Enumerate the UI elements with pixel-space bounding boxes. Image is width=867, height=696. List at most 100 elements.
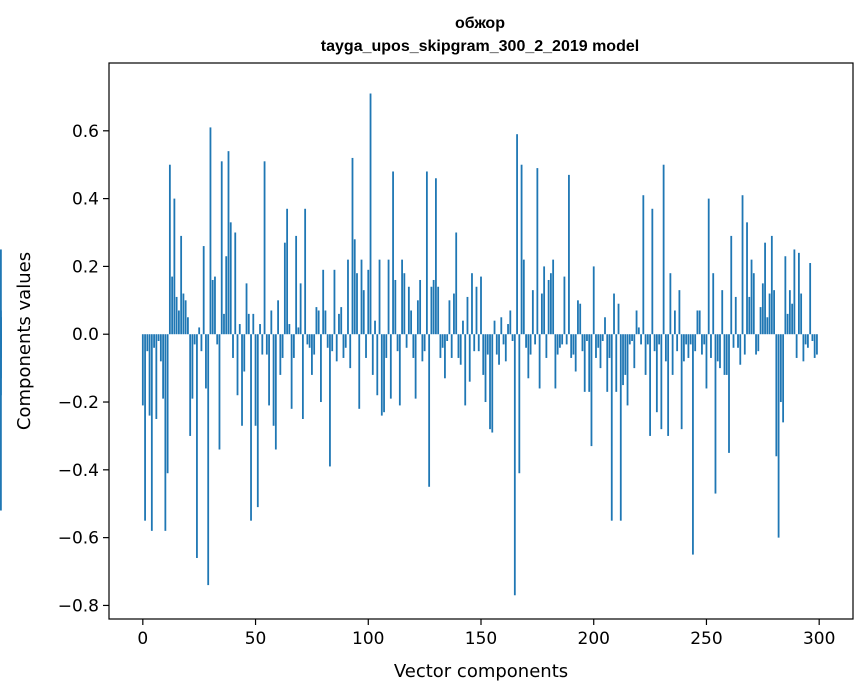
bar-62 (281, 334, 284, 358)
bar-210 (615, 334, 618, 392)
bar-233 (667, 334, 670, 436)
bar-207 (608, 334, 611, 358)
bar-106 (380, 334, 383, 416)
bar-221 (640, 334, 642, 345)
bar-118 (407, 286, 410, 335)
bar-9 (162, 334, 165, 399)
bar-68 (295, 235, 298, 335)
bar-246 (696, 310, 699, 335)
bar-195 (581, 334, 584, 352)
bar-278 (768, 293, 771, 335)
x-tick-label-300: 300 (803, 629, 835, 649)
bar-164 (511, 334, 514, 341)
bar-85 (333, 269, 336, 335)
bar-184 (556, 334, 559, 355)
bar-75 (311, 334, 313, 375)
bar-0 (141, 334, 144, 406)
bar-104 (376, 334, 379, 396)
bar-2 (146, 334, 149, 352)
bar-259 (725, 334, 728, 375)
bar-293 (802, 334, 805, 362)
bar-93 (351, 157, 354, 335)
bar-284 (782, 334, 785, 423)
bar-109 (387, 259, 390, 335)
bar-268 (746, 222, 748, 335)
bar-4 (150, 334, 153, 531)
bar-179 (545, 334, 548, 358)
bar-64 (286, 208, 289, 335)
bar-67 (292, 334, 295, 358)
bar-191 (572, 334, 575, 355)
bar-57 (270, 310, 273, 335)
bar-31 (211, 279, 214, 335)
bar-143 (464, 334, 467, 406)
bar-254 (714, 334, 717, 494)
bar-45 (243, 334, 246, 372)
bar-244 (692, 334, 694, 555)
bar-110 (389, 334, 392, 399)
bar-161 (504, 334, 507, 362)
bar-218 (633, 334, 636, 369)
bar-154 (489, 334, 491, 430)
bar-242 (687, 334, 690, 358)
bar-271 (752, 273, 755, 335)
y-tick-label-6: 0.4 (72, 190, 99, 210)
bar-200 (592, 266, 595, 335)
bar-202 (597, 334, 600, 348)
bar-226 (651, 208, 654, 335)
bar-114 (398, 334, 401, 406)
bar-35 (220, 161, 223, 335)
bar-274 (759, 307, 762, 335)
bar-234 (669, 273, 672, 335)
bar-276 (764, 242, 766, 335)
bar-undefined (0, 334, 2, 511)
bar-299 (816, 334, 818, 355)
x-tick-label-100: 100 (352, 629, 384, 649)
bar-186 (561, 334, 564, 345)
bar-162 (507, 324, 509, 335)
bar-108 (385, 334, 388, 358)
bar-22 (191, 334, 194, 399)
bar-142 (462, 320, 464, 335)
bar-160 (502, 334, 505, 345)
bar-220 (637, 327, 640, 335)
bar-297 (811, 334, 814, 341)
x-tick-label-0: 0 (137, 629, 148, 649)
bar-79 (320, 334, 322, 403)
bar-182 (552, 259, 555, 335)
bar-81 (324, 310, 327, 335)
x-tick-label-200: 200 (578, 629, 610, 649)
bar-232 (664, 334, 667, 362)
bar-30 (209, 127, 212, 335)
bar-47 (247, 313, 250, 335)
bar-237 (676, 334, 679, 352)
bar-84 (331, 334, 334, 352)
bar-32 (214, 276, 216, 335)
bar-112 (394, 279, 397, 335)
y-tick-label-7: 0.6 (72, 122, 99, 142)
bar-285 (784, 256, 787, 335)
bar-153 (486, 334, 489, 355)
bar-140 (457, 334, 460, 358)
bar-227 (653, 334, 656, 352)
bar-11 (166, 334, 169, 474)
bar-40 (232, 334, 234, 358)
bar-101 (369, 93, 372, 335)
bar-122 (416, 300, 419, 335)
bar-165 (513, 334, 516, 596)
bar-263 (734, 296, 737, 335)
bar-14 (173, 198, 176, 335)
bar-167 (518, 334, 521, 474)
bar-187 (563, 276, 566, 335)
bar-298 (813, 334, 816, 358)
bar-148 (475, 286, 478, 335)
bar-134 (444, 334, 446, 379)
y-tick-label-5: 0.2 (72, 257, 99, 277)
bar-98 (362, 290, 365, 335)
bar-60 (277, 300, 279, 335)
bar-138 (453, 293, 455, 335)
bar-158 (498, 334, 500, 365)
bar-245 (694, 334, 697, 352)
bar-70 (299, 283, 302, 335)
bar-123 (419, 279, 422, 335)
